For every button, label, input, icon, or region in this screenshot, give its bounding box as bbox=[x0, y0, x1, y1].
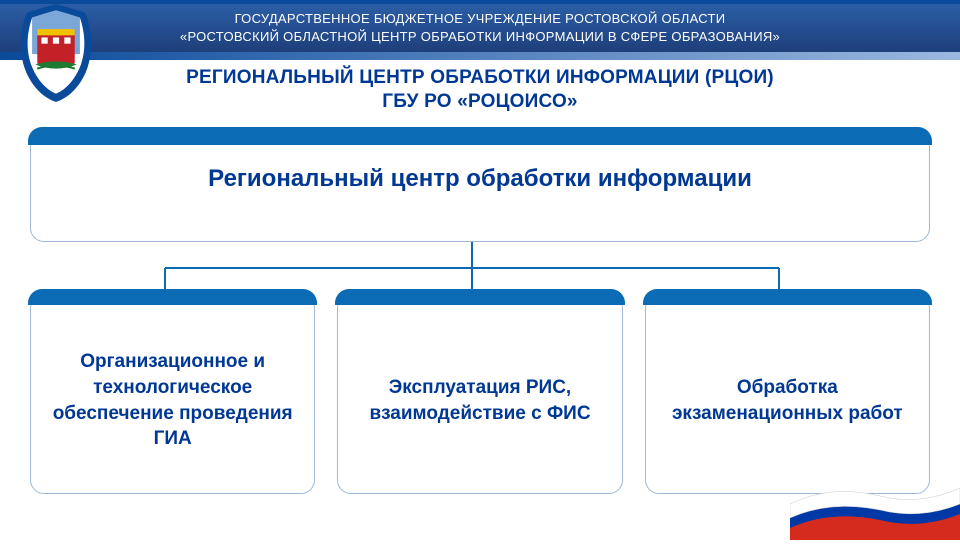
org-child-box: Обработка экзаменационных работ bbox=[645, 294, 930, 494]
flag-corner-icon bbox=[790, 470, 960, 540]
org-root-label: Региональный центр обработки информации bbox=[41, 165, 919, 193]
header-line1: ГОСУДАРСТВЕННОЕ БЮДЖЕТНОЕ УЧРЕЖДЕНИЕ РОС… bbox=[110, 10, 850, 28]
box-cap bbox=[335, 289, 624, 305]
box-cap bbox=[28, 289, 317, 305]
page-title: РЕГИОНАЛЬНЫЙ ЦЕНТР ОБРАБОТКИ ИНФОРМАЦИИ … bbox=[0, 66, 960, 114]
org-child-label: Обработка экзаменационных работ bbox=[660, 375, 915, 426]
header-bar: ГОСУДАРСТВЕННОЕ БЮДЖЕТНОЕ УЧРЕЖДЕНИЕ РОС… bbox=[0, 0, 960, 52]
box-cap bbox=[643, 289, 932, 305]
org-chart: Региональный центр обработки информации … bbox=[0, 132, 960, 494]
title-line2: ГБУ РО «РОЦОИСО» bbox=[0, 90, 960, 114]
header-line2: «РОСТОВСКИЙ ОБЛАСТНОЙ ЦЕНТР ОБРАБОТКИ ИН… bbox=[110, 28, 850, 46]
org-root-box: Региональный центр обработки информации bbox=[30, 132, 930, 242]
title-line1: РЕГИОНАЛЬНЫЙ ЦЕНТР ОБРАБОТКИ ИНФОРМАЦИИ … bbox=[0, 66, 960, 90]
emblem-icon bbox=[4, 0, 108, 104]
org-child-box: Эксплуатация РИС, взаимодействие с ФИС bbox=[337, 294, 622, 494]
org-child-label: Эксплуатация РИС, взаимодействие с ФИС bbox=[352, 375, 607, 426]
box-cap bbox=[28, 127, 932, 145]
org-child-box: Организационное и технологическое обеспе… bbox=[30, 294, 315, 494]
header-text: ГОСУДАРСТВЕННОЕ БЮДЖЕТНОЕ УЧРЕЖДЕНИЕ РОС… bbox=[0, 10, 960, 45]
org-children-row: Организационное и технологическое обеспе… bbox=[30, 294, 930, 494]
header-stripe bbox=[0, 52, 960, 60]
org-child-label: Организационное и технологическое обеспе… bbox=[45, 349, 300, 452]
